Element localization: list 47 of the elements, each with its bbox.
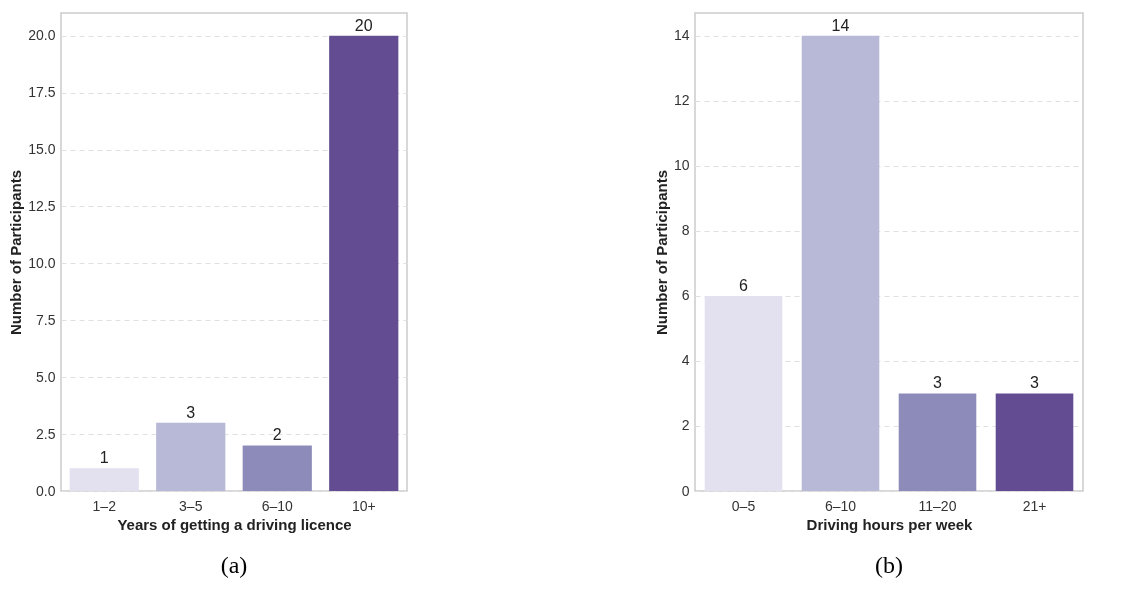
- data-label: 2: [272, 426, 282, 444]
- y-tick-label: 8: [681, 222, 690, 239]
- data-label: 1: [99, 449, 109, 467]
- bar: [995, 393, 1074, 491]
- y-tick-label: 10: [673, 157, 690, 174]
- y-tick-label: 20.0: [28, 27, 56, 44]
- bar: [69, 468, 139, 491]
- bar: [704, 295, 783, 491]
- y-tick-label: 6: [681, 287, 690, 304]
- text: (b): [875, 552, 903, 578]
- bar: [801, 35, 880, 491]
- y-tick-label: 0.0: [36, 482, 56, 499]
- data-label: 20: [354, 16, 373, 34]
- data-label: 14: [831, 16, 850, 34]
- x-axis-title: Years of getting a driving licence: [117, 515, 352, 533]
- y-tick-label: 7.5: [36, 311, 56, 328]
- y-tick-label: 4: [681, 352, 690, 369]
- x-tick-label: 21+: [1022, 497, 1047, 514]
- bar: [329, 35, 399, 491]
- data-label: 3: [933, 374, 943, 392]
- x-tick-label: 11–20: [918, 497, 957, 514]
- data-label: 3: [1030, 374, 1040, 392]
- x-tick-label: 6–10: [261, 497, 294, 514]
- y-tick-label: 14: [673, 27, 690, 44]
- data-label: 3: [186, 403, 196, 421]
- bar: [898, 393, 977, 491]
- text: (a): [220, 552, 248, 578]
- x-tick-label: 10+: [351, 497, 376, 514]
- x-tick-label: 0–5: [731, 497, 756, 514]
- data-label: 6: [739, 276, 749, 294]
- bar: [242, 445, 312, 491]
- y-tick-label: 2.5: [36, 425, 56, 442]
- y-tick-label: 10.0: [28, 254, 56, 271]
- y-axis-title: Number of Participants: [652, 169, 670, 336]
- y-tick-label: 2: [681, 417, 690, 434]
- y-axis-title: Number of Participants: [7, 169, 25, 336]
- y-tick-label: 0: [681, 482, 690, 499]
- x-tick-label: 3–5: [179, 497, 203, 514]
- y-tick-label: 12: [673, 92, 690, 109]
- y-tick-label: 12.5: [28, 197, 56, 214]
- y-tick-label: 15.0: [28, 141, 56, 158]
- x-tick-label: 1–2: [92, 497, 117, 514]
- bar: [156, 422, 226, 491]
- y-tick-label: 5.0: [36, 368, 56, 385]
- x-axis-title: Driving hours per week: [806, 515, 974, 533]
- x-tick-label: 6–10: [824, 497, 857, 514]
- y-tick-label: 17.5: [28, 84, 56, 101]
